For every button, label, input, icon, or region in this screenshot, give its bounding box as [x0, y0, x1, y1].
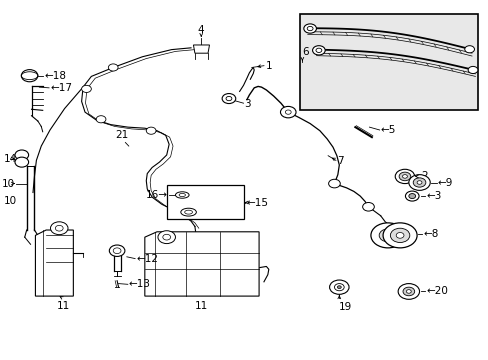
Text: 11: 11: [195, 301, 208, 311]
Text: 11: 11: [57, 301, 70, 311]
Text: 3: 3: [244, 99, 251, 109]
Text: 21: 21: [115, 130, 128, 140]
Circle shape: [15, 150, 29, 160]
Text: ←13: ←13: [128, 279, 150, 289]
Circle shape: [408, 175, 429, 190]
Circle shape: [50, 222, 68, 235]
Text: 4: 4: [198, 25, 204, 35]
Circle shape: [398, 172, 410, 181]
FancyBboxPatch shape: [166, 185, 244, 219]
Circle shape: [15, 157, 29, 167]
Circle shape: [412, 178, 425, 187]
FancyBboxPatch shape: [300, 14, 477, 111]
Circle shape: [55, 225, 63, 231]
Circle shape: [408, 194, 415, 199]
Text: 14: 14: [4, 154, 18, 163]
Circle shape: [370, 223, 404, 248]
Text: ←20: ←20: [426, 287, 447, 296]
Circle shape: [303, 24, 316, 33]
Text: 10: 10: [1, 179, 15, 189]
Text: ←3: ←3: [426, 191, 441, 201]
Circle shape: [402, 175, 407, 178]
Circle shape: [328, 179, 340, 188]
Circle shape: [222, 94, 235, 104]
Circle shape: [225, 96, 231, 101]
Circle shape: [285, 110, 290, 114]
Circle shape: [329, 280, 348, 294]
Text: ←8: ←8: [423, 229, 438, 239]
Text: ←17: ←17: [50, 83, 72, 93]
Circle shape: [306, 26, 312, 31]
Circle shape: [416, 181, 421, 184]
Text: 10: 10: [4, 197, 17, 206]
Text: ←12: ←12: [136, 253, 158, 264]
Circle shape: [96, 116, 106, 123]
Circle shape: [113, 248, 121, 253]
Text: ←18: ←18: [44, 71, 66, 81]
Circle shape: [158, 231, 175, 244]
Circle shape: [109, 245, 124, 256]
Circle shape: [389, 228, 409, 243]
Polygon shape: [35, 230, 73, 296]
Circle shape: [108, 64, 118, 71]
Circle shape: [394, 169, 414, 184]
Circle shape: [467, 66, 477, 73]
Circle shape: [382, 223, 416, 248]
Text: 6: 6: [301, 48, 308, 58]
Text: ←9: ←9: [437, 177, 452, 188]
Polygon shape: [193, 45, 209, 53]
Circle shape: [402, 287, 414, 296]
Text: 19: 19: [338, 302, 351, 312]
Circle shape: [280, 107, 295, 118]
Text: 7: 7: [337, 156, 343, 166]
Circle shape: [312, 46, 325, 55]
Circle shape: [406, 290, 410, 293]
Circle shape: [384, 233, 390, 238]
Circle shape: [405, 191, 418, 201]
Text: ←15: ←15: [246, 198, 268, 207]
Circle shape: [337, 286, 341, 289]
Circle shape: [146, 127, 156, 134]
Text: 16→: 16→: [146, 190, 168, 200]
Circle shape: [395, 233, 403, 238]
Polygon shape: [144, 232, 259, 296]
Text: 1: 1: [265, 61, 271, 71]
Circle shape: [21, 69, 38, 82]
Circle shape: [81, 85, 91, 93]
Circle shape: [378, 229, 396, 242]
Text: 2: 2: [421, 171, 427, 181]
Circle shape: [362, 203, 373, 211]
Circle shape: [315, 48, 321, 53]
Circle shape: [464, 46, 473, 53]
Circle shape: [397, 284, 419, 299]
Circle shape: [334, 284, 344, 291]
Circle shape: [163, 234, 170, 240]
Text: ←5: ←5: [380, 125, 395, 135]
